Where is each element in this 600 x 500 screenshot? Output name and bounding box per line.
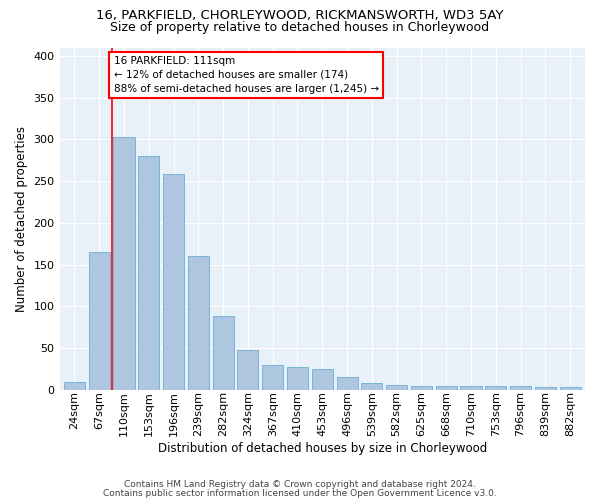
Bar [262,365,283,390]
Bar [89,252,110,390]
Bar [485,386,506,390]
Text: Contains HM Land Registry data © Crown copyright and database right 2024.: Contains HM Land Registry data © Crown c… [124,480,476,489]
Bar [535,386,556,390]
Bar [188,256,209,390]
Bar [436,386,457,390]
Y-axis label: Number of detached properties: Number of detached properties [15,126,28,312]
Bar [560,388,581,390]
Text: Contains public sector information licensed under the Open Government Licence v3: Contains public sector information licen… [103,488,497,498]
Bar [113,137,134,390]
Bar [238,350,259,390]
Text: 16, PARKFIELD, CHORLEYWOOD, RICKMANSWORTH, WD3 5AY: 16, PARKFIELD, CHORLEYWOOD, RICKMANSWORT… [96,9,504,22]
Bar [287,366,308,390]
Bar [163,174,184,390]
Bar [138,156,160,390]
Bar [411,386,432,390]
Bar [64,382,85,390]
Text: Size of property relative to detached houses in Chorleywood: Size of property relative to detached ho… [110,21,490,34]
Bar [212,316,233,390]
Text: 16 PARKFIELD: 111sqm
← 12% of detached houses are smaller (174)
88% of semi-deta: 16 PARKFIELD: 111sqm ← 12% of detached h… [113,56,379,94]
Bar [337,378,358,390]
Bar [312,369,333,390]
Bar [510,386,531,390]
Bar [460,386,482,390]
Bar [386,385,407,390]
Bar [361,383,382,390]
X-axis label: Distribution of detached houses by size in Chorleywood: Distribution of detached houses by size … [158,442,487,455]
